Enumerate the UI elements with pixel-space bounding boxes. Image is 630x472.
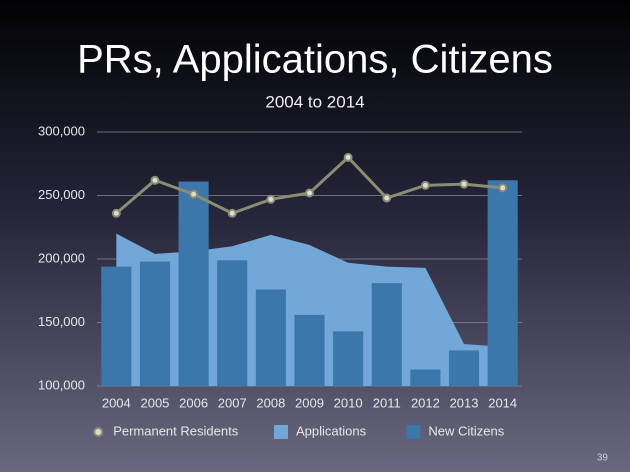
bar [101,266,132,386]
bar [217,260,248,386]
point [189,189,199,199]
x-tick-label: 2013 [450,395,479,410]
chart-title: PRs, Applications, Citizens [77,38,553,82]
x-tick-label: 2005 [140,395,169,410]
x-tick-label: 2009 [295,395,324,410]
legend-marker [406,425,421,439]
bar [333,331,364,386]
x-tick-label: 2011 [373,395,401,410]
y-tick-label: 100,000 [38,377,85,392]
y-tick-label: 150,000 [38,314,85,329]
point [305,188,314,198]
x-tick-label: 2007 [218,395,247,410]
point [459,179,469,189]
point [150,175,160,185]
x-tick-label: 2004 [102,395,131,410]
y-tick-label: 300,000 [38,123,85,138]
legend-marker [93,427,104,437]
x-tick-label: 2008 [256,395,285,410]
point [498,183,508,193]
bar [371,283,402,386]
x-tick-label: 2014 [488,395,517,410]
point [420,180,430,190]
legend-label: Applications [296,423,367,438]
y-tick-label: 250,000 [38,187,85,202]
legend-label: Permanent Residents [113,423,239,438]
x-tick-label: 2006 [179,395,208,410]
bar [255,289,286,386]
x-tick-label: 2010 [334,395,363,410]
bar [410,369,441,386]
bar [448,350,480,386]
bar [294,314,325,386]
area [116,233,503,386]
y-tick-label: 200,000 [38,250,85,265]
point [343,152,353,162]
x-tick-label: 2012 [411,395,440,410]
point [266,194,276,204]
point [227,208,237,218]
chart-subtitle: 2004 to 2014 [265,92,364,111]
legend-marker [274,425,288,439]
slide-number: 39 [597,453,609,464]
point [111,208,121,218]
legend-label: New Citizens [428,423,504,438]
point [382,193,392,203]
bar [487,180,518,386]
bar [139,261,171,386]
bar [178,181,209,386]
